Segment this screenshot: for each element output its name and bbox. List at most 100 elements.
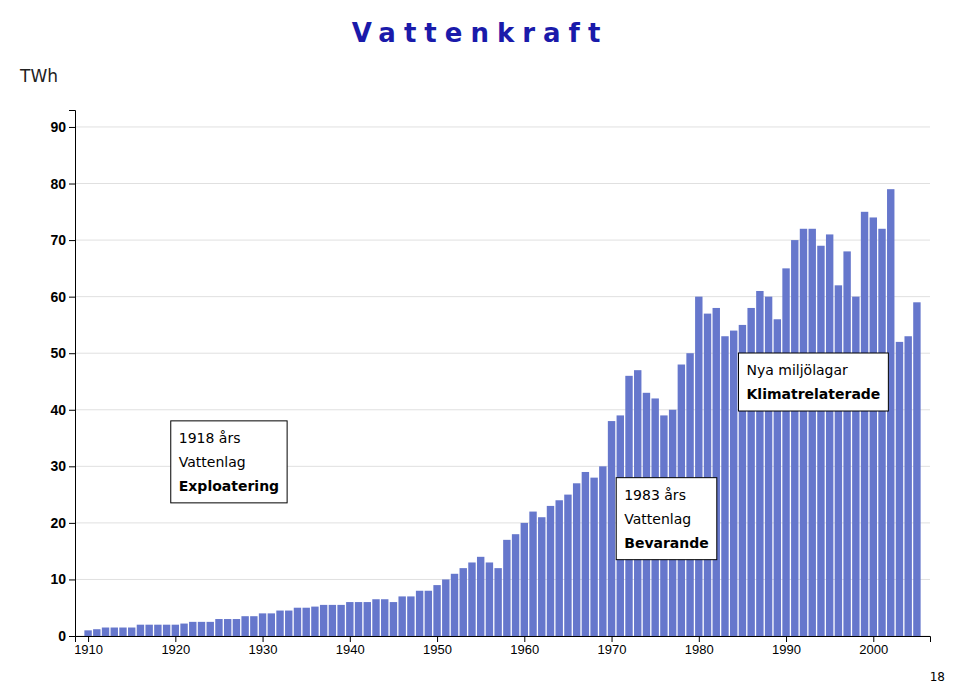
- bar: [259, 613, 266, 636]
- bar: [564, 495, 571, 636]
- x-tick-label: 2000: [859, 642, 888, 657]
- bar: [137, 625, 144, 636]
- bar: [416, 591, 423, 636]
- x-tick-label: 1990: [772, 642, 801, 657]
- x-tick-mark: [437, 636, 438, 642]
- y-axis-label: TWh: [19, 66, 58, 86]
- x-tick: 1920: [161, 636, 190, 657]
- bar: [172, 625, 179, 636]
- bar: [582, 472, 589, 636]
- bar: [573, 483, 580, 636]
- bar: [896, 342, 903, 636]
- bar: [268, 613, 275, 636]
- y-tick-mark: [69, 297, 75, 298]
- y-tick: 70: [50, 232, 75, 248]
- y-tick-mark: [69, 636, 75, 637]
- y-axis-line: [69, 111, 76, 637]
- bar: [791, 240, 798, 636]
- y-tick-label: 90: [50, 119, 66, 135]
- x-tick-label: 1940: [336, 642, 365, 657]
- y-tick-mark: [69, 523, 75, 524]
- bar: [442, 579, 449, 636]
- x-tick-label: 1920: [161, 642, 190, 657]
- bar: [346, 602, 353, 636]
- bar: [215, 619, 222, 636]
- bar: [84, 630, 91, 636]
- bar: [320, 605, 327, 636]
- y-tick-label: 60: [50, 289, 66, 305]
- annotation-text: Klimatrelaterade: [746, 386, 880, 402]
- bar: [180, 624, 187, 636]
- x-tick: 1930: [249, 636, 278, 657]
- plot: 1910192019301940195019601970198019902000…: [50, 111, 930, 658]
- bar: [102, 628, 109, 636]
- y-tick-mark: [69, 127, 75, 128]
- bar: [311, 607, 318, 636]
- x-tick-label: 1950: [423, 642, 452, 657]
- bar: [695, 297, 702, 636]
- bar: [835, 285, 842, 636]
- bar: [119, 628, 126, 636]
- bar: [547, 506, 554, 636]
- bar: [207, 622, 214, 636]
- bar: [250, 616, 257, 636]
- x-tick: 1990: [772, 636, 801, 657]
- x-tick: 1950: [423, 636, 452, 657]
- grid-line: [75, 183, 930, 184]
- bar: [233, 619, 240, 636]
- y-tick-mark: [69, 240, 75, 241]
- y-tick-mark: [69, 410, 75, 411]
- y-tick-label: 80: [50, 176, 66, 192]
- x-axis: 1910192019301940195019601970198019902000: [74, 636, 930, 657]
- y-tick: 40: [50, 402, 75, 418]
- x-tick-mark: [350, 636, 351, 642]
- bar: [800, 229, 807, 636]
- bar: [364, 602, 371, 636]
- x-tick: 2000: [859, 636, 888, 657]
- bar: [468, 562, 475, 636]
- bar: [381, 599, 388, 636]
- annotation: 1918 årsVattenlagExploatering: [171, 421, 287, 503]
- y-tick: 80: [50, 176, 75, 192]
- bar: [154, 625, 161, 636]
- chart: Vattenkraft TWh 1910 1920 1930 1940 1950 1960 19…: [0, 0, 960, 691]
- x-tick: 1960: [510, 636, 539, 657]
- y-tick-mark: [69, 466, 75, 467]
- x-tick-label: 1910: [74, 642, 103, 657]
- bar: [128, 628, 135, 636]
- bar: [809, 229, 816, 636]
- bar: [765, 297, 772, 636]
- y-tick-label: 30: [50, 458, 66, 474]
- bar: [398, 596, 405, 636]
- x-tick-label: 1960: [510, 642, 539, 657]
- bar: [285, 611, 292, 636]
- y-tick-mark: [69, 353, 75, 354]
- bar: [329, 605, 336, 636]
- annotation-text: Bevarande: [624, 535, 709, 551]
- bar: [494, 568, 501, 636]
- x-tick: 1940: [336, 636, 365, 657]
- y-tick-mark: [69, 184, 75, 185]
- bar: [425, 591, 432, 636]
- bar: [294, 608, 301, 636]
- bar: [460, 568, 467, 636]
- bar: [704, 314, 711, 636]
- bar: [843, 251, 850, 636]
- bar: [503, 540, 510, 636]
- bar: [826, 234, 833, 636]
- y-tick-mark: [69, 579, 75, 580]
- x-tick-label: 1970: [598, 642, 627, 657]
- y-tick: 90: [50, 119, 75, 135]
- title: Vattenkraft: [352, 18, 609, 48]
- bar: [372, 599, 379, 636]
- x-tick-mark: [699, 636, 700, 642]
- bar: [556, 500, 563, 636]
- bar: [782, 268, 789, 636]
- bar: [529, 512, 536, 636]
- annotation-text: Exploatering: [179, 478, 279, 494]
- bar: [599, 466, 606, 636]
- x-tick: 1970: [598, 636, 627, 657]
- grid: [75, 127, 930, 636]
- x-axis-line: [76, 637, 931, 643]
- page-number: 18: [930, 670, 945, 684]
